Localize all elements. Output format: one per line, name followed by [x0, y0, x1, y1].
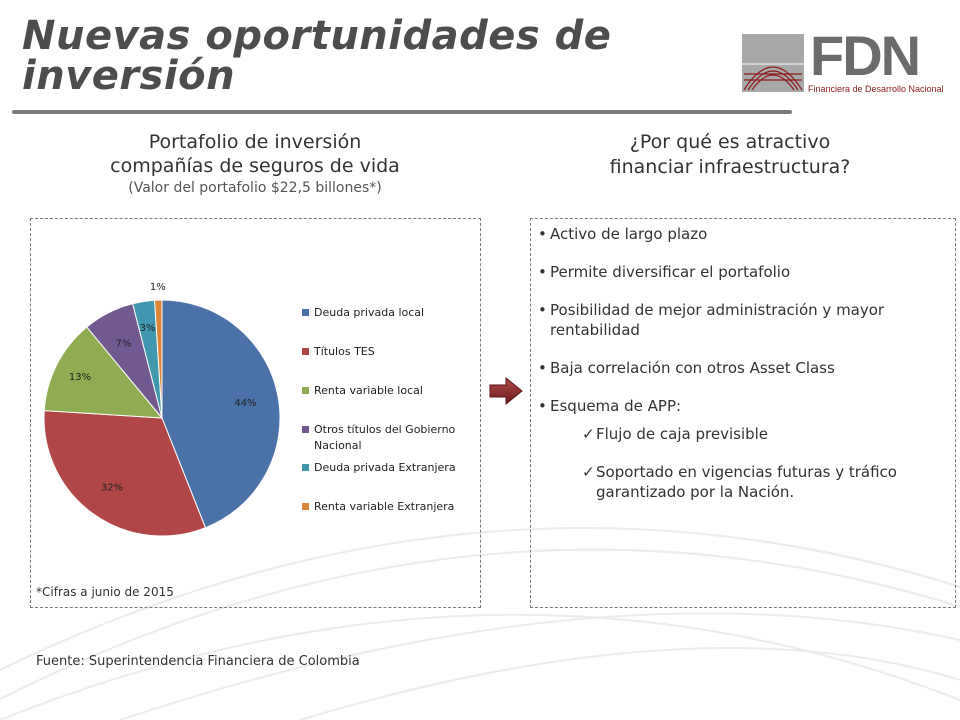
title-line-2: inversión — [22, 53, 236, 99]
pie-data-label: 7% — [115, 338, 131, 349]
fdn-logo: FDN Financiera de Desarrollo Nacional — [742, 26, 944, 100]
portfolio-pie-chart: 44% 32% 13% 7% 3% 1% — [43, 282, 281, 537]
chart-panel — [30, 218, 481, 608]
right-arrow-icon — [489, 376, 523, 406]
legend-swatch — [302, 503, 309, 510]
pie-slice — [154, 299, 163, 419]
pie-data-label: 44% — [234, 398, 256, 409]
logo-wordmark: FDN — [810, 24, 921, 87]
check-icon: ✓ — [582, 463, 595, 481]
legend-swatch — [302, 387, 309, 394]
legend-label: Títulos TES — [314, 345, 375, 358]
logo-subtitle: Financiera de Desarrollo Nacional — [808, 84, 944, 94]
pie-slices — [43, 299, 281, 537]
legend-item: Renta variable local — [302, 383, 472, 399]
source-note: Fuente: Superintendencia Financiera de C… — [36, 654, 360, 669]
legend-item: Deuda privada local — [302, 305, 472, 321]
check-icon: ✓ — [582, 425, 595, 443]
portfolio-heading: Portafolio de inversión compañías de seg… — [30, 130, 480, 198]
reasons-list: Activo de largo plazo Permite diversific… — [538, 224, 950, 520]
chart-legend: Deuda privada local Títulos TES Renta va… — [302, 305, 472, 515]
title-divider — [12, 110, 792, 114]
pie-data-label: 32% — [101, 483, 123, 494]
list-item: Activo de largo plazo — [538, 224, 950, 244]
check-item: ✓ Flujo de caja previsible — [582, 424, 950, 444]
reasons-panel — [530, 218, 956, 608]
page-title: Nuevas oportunidades de inversión — [22, 16, 702, 96]
title-line-1: Nuevas oportunidades de — [22, 13, 612, 59]
pie-data-label: 13% — [69, 372, 91, 383]
list-item: Permite diversificar el portafolio — [538, 262, 950, 282]
pie-slice — [43, 410, 207, 537]
list-item: Posibilidad de mejor administración y ma… — [538, 300, 950, 340]
check-item-label: Flujo de caja previsible — [596, 425, 769, 443]
legend-item: Títulos TES — [302, 344, 472, 360]
legend-swatch — [302, 426, 309, 433]
pie-slice — [43, 326, 164, 419]
legend-label: Deuda privada local — [314, 306, 425, 319]
why-heading-line-1: ¿Por qué es atractivo — [629, 131, 831, 153]
footnote: *Cifras a junio de 2015 — [36, 585, 174, 599]
why-heading: ¿Por qué es atractivo financiar infraest… — [530, 130, 930, 180]
pie-slice — [161, 299, 281, 529]
pie-data-label: 1% — [150, 282, 166, 293]
portfolio-heading-sub: (Valor del portafolio $22,5 billones*) — [128, 180, 382, 196]
legend-label: Renta variable Extranjera — [314, 500, 455, 513]
legend-item: Otros títulos del Gobierno Nacional — [302, 422, 462, 454]
check-item-label: Soportado en vigencias futuras y tráfico… — [596, 463, 897, 501]
legend-label: Renta variable local — [314, 384, 423, 397]
legend-swatch — [302, 348, 309, 355]
legend-item: Renta variable Extranjera — [302, 499, 472, 515]
legend-item: Deuda privada Extranjera — [302, 460, 472, 476]
portfolio-heading-line-2: compañías de seguros de vida — [110, 155, 400, 177]
list-item: Esquema de APP: — [538, 396, 950, 416]
legend-swatch — [302, 309, 309, 316]
logo-mark-icon — [742, 34, 804, 92]
check-item: ✓ Soportado en vigencias futuras y tráfi… — [582, 462, 950, 502]
pie-data-label: 3% — [140, 323, 156, 334]
portfolio-heading-line-1: Portafolio de inversión — [148, 131, 362, 153]
list-item: Baja correlación con otros Asset Class — [538, 358, 950, 378]
why-heading-line-2: financiar infraestructura? — [609, 156, 851, 178]
legend-label: Deuda privada Extranjera — [314, 461, 456, 474]
legend-label: Otros títulos del Gobierno Nacional — [314, 423, 456, 452]
pie-labels: 44% 32% 13% 7% 3% 1% — [69, 282, 257, 494]
legend-swatch — [302, 464, 309, 471]
